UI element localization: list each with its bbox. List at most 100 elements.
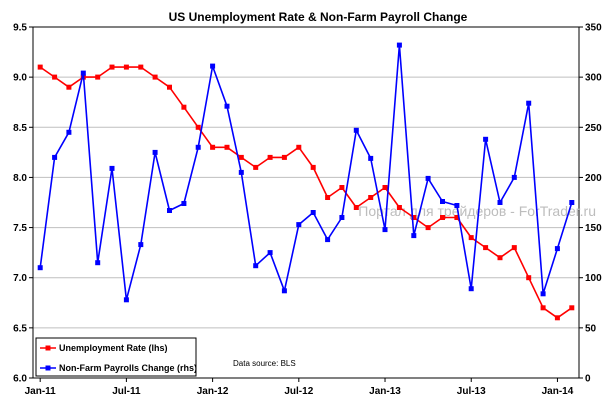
data-point-payrolls <box>181 201 187 206</box>
data-point-unemployment <box>339 185 345 190</box>
x-tick-label: Jan-11 <box>25 386 57 397</box>
data-point-unemployment <box>195 124 201 130</box>
y-left-tick-label: 9.0 <box>13 73 27 84</box>
legend-label-payrolls: Non-Farm Payrolls Change (rhs) <box>59 363 197 373</box>
series-layer <box>37 42 575 321</box>
data-point-unemployment <box>123 64 129 70</box>
y-left-tick-label: 6.0 <box>13 374 27 385</box>
data-point-unemployment <box>382 185 388 190</box>
series-line-payrolls <box>39 44 573 301</box>
y-right-tick-label: 50 <box>585 323 597 334</box>
data-point-payrolls <box>210 63 216 69</box>
data-point-unemployment <box>253 164 259 170</box>
data-point-payrolls <box>253 263 259 269</box>
data-point-unemployment <box>310 164 316 170</box>
data-point-unemployment <box>483 245 489 251</box>
data-point-unemployment <box>66 84 72 90</box>
data-point-payrolls <box>152 149 158 155</box>
data-point-unemployment <box>37 64 43 70</box>
y-left-tick-label: 7.0 <box>13 273 27 284</box>
source-note: Data source: BLS <box>233 359 296 368</box>
data-point-payrolls <box>454 203 460 208</box>
y-left-tick-label: 9.5 <box>13 23 27 34</box>
y-right-tick-label: 250 <box>585 123 602 134</box>
data-point-payrolls <box>411 233 417 239</box>
y-right-tick-label: 200 <box>585 173 602 184</box>
y-left-tick-label: 6.5 <box>13 323 27 334</box>
data-point-payrolls <box>511 174 517 180</box>
data-point-unemployment <box>454 215 460 220</box>
data-point-payrolls <box>80 70 86 76</box>
data-point-payrolls <box>540 291 546 297</box>
data-point-payrolls <box>281 288 287 294</box>
data-point-payrolls <box>483 136 489 142</box>
data-point-unemployment <box>267 154 273 160</box>
x-tick-label: Jan-14 <box>542 386 574 397</box>
data-point-unemployment <box>411 215 417 220</box>
y-right-tick-label: 150 <box>585 223 602 234</box>
data-point-payrolls <box>109 165 115 171</box>
data-point-unemployment <box>281 154 287 160</box>
data-point-unemployment <box>325 195 331 200</box>
data-point-payrolls <box>224 103 230 109</box>
data-point-unemployment <box>554 315 560 321</box>
x-tick-label: Jul-12 <box>284 386 313 397</box>
y-left-tick-label: 7.5 <box>13 223 27 234</box>
data-point-payrolls <box>195 144 201 150</box>
data-point-payrolls <box>353 127 359 133</box>
y-right-tick-label: 300 <box>585 73 602 84</box>
data-point-unemployment <box>468 235 474 241</box>
legend: Unemployment Rate (lhs) Non-Farm Payroll… <box>35 337 197 377</box>
data-point-unemployment <box>95 74 101 80</box>
data-point-payrolls <box>296 222 302 228</box>
data-point-unemployment <box>238 154 244 160</box>
data-point-payrolls <box>569 200 575 205</box>
legend-label-unemployment: Unemployment Rate (lhs) <box>59 343 168 353</box>
data-point-payrolls <box>440 199 445 204</box>
data-point-unemployment <box>109 64 115 70</box>
data-point-unemployment <box>540 305 546 311</box>
y-right-tick-label: 0 <box>585 374 591 385</box>
data-point-unemployment <box>138 64 144 70</box>
data-point-payrolls <box>167 208 172 213</box>
data-point-payrolls <box>66 129 72 135</box>
data-point-unemployment <box>526 275 532 281</box>
left-axis: 6.0 6.5 7.0 7.5 8.0 8.5 9.0 9.5 <box>13 23 33 385</box>
data-point-unemployment <box>425 225 431 231</box>
data-point-payrolls <box>554 246 560 252</box>
y-left-tick-label: 8.5 <box>13 123 27 134</box>
data-point-payrolls <box>425 175 431 181</box>
x-tick-label: Jul-11 <box>112 386 141 397</box>
data-point-payrolls <box>123 297 129 303</box>
legend-marker-unemployment <box>45 345 51 351</box>
data-point-unemployment <box>210 144 216 150</box>
data-point-payrolls <box>382 227 388 233</box>
data-point-payrolls <box>238 169 244 175</box>
data-point-unemployment <box>181 104 187 110</box>
data-point-payrolls <box>37 265 43 271</box>
data-point-unemployment <box>296 144 302 150</box>
data-point-payrolls <box>325 237 331 243</box>
data-point-unemployment <box>368 195 374 200</box>
data-point-unemployment <box>440 215 445 220</box>
plot-area-border <box>32 26 580 379</box>
y-left-tick-label: 8.0 <box>13 173 27 184</box>
legend-box <box>35 337 197 377</box>
data-point-payrolls <box>396 42 402 48</box>
data-point-unemployment <box>152 74 158 80</box>
x-tick-label: Jul-13 <box>457 386 486 397</box>
right-axis: 0 50 100 150 200 250 300 350 <box>579 23 602 385</box>
data-point-payrolls <box>267 250 273 256</box>
legend-marker-payrolls <box>45 365 51 371</box>
watermark: Портал для трейдеров - ForTrader.ru <box>358 203 596 219</box>
data-point-payrolls <box>468 286 474 292</box>
data-point-payrolls <box>138 242 144 248</box>
data-point-unemployment <box>396 205 402 210</box>
x-axis: Jan-11 Jul-11 Jan-12 Jul-12 Jan-13 Jul-13 Jan-… <box>25 378 574 397</box>
data-point-unemployment <box>353 205 359 210</box>
data-point-unemployment <box>497 255 503 261</box>
data-point-payrolls <box>95 260 101 266</box>
data-point-payrolls <box>310 210 316 215</box>
